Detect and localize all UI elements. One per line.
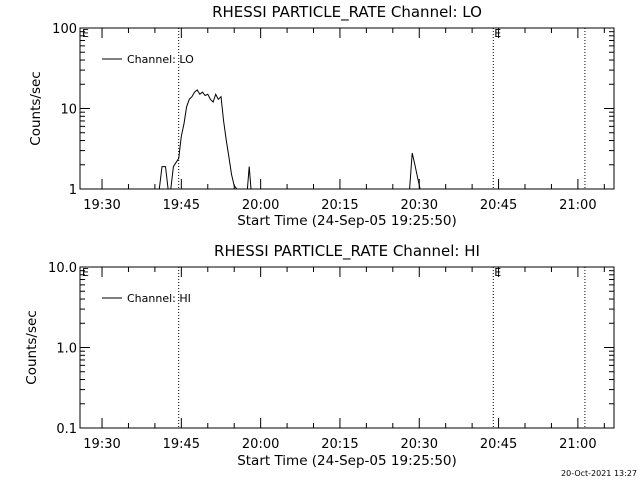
x-axis-label: Start Time (24-Sep-05 19:25:50) [237, 453, 457, 469]
chart-title: RHESSI PARTICLE_RATE Channel: LO [212, 3, 482, 22]
x-tick-label: 21:00 [559, 437, 596, 452]
series-line-segment [158, 166, 169, 190]
x-tick-label: 20:00 [242, 437, 279, 452]
series-line-segment [246, 166, 252, 190]
corner-marker-label: E [82, 27, 89, 40]
chart-panel-1: RHESSI PARTICLE_RATE Channel: LO 1 10 100 19… [28, 3, 615, 229]
chart-panel-2: RHESSI PARTICLE_RATE Channel: HI 0.1 1.0 10… [24, 242, 615, 469]
time-marker-label: E [494, 27, 501, 40]
y-axis-label: Counts/sec [24, 310, 40, 384]
chart-title: RHESSI PARTICLE_RATE Channel: HI [214, 242, 480, 261]
corner-marker-label: E [82, 266, 89, 279]
y-axis-label: Counts/sec [28, 71, 44, 145]
y-tick-label: 0.1 [56, 422, 77, 437]
y-tick-label: 10.0 [48, 261, 77, 276]
x-tick-label: 19:30 [83, 198, 120, 213]
y-tick-label: 100 [52, 22, 77, 37]
y-tick-label: 1 [69, 183, 77, 198]
x-tick-label: 20:00 [242, 198, 279, 213]
x-tick-label: 20:45 [480, 437, 517, 452]
x-tick-label: 20:30 [401, 437, 438, 452]
series-line-segment [170, 89, 238, 190]
x-tick-label: 19:30 [83, 437, 120, 452]
x-tick-label: 21:00 [559, 198, 596, 213]
x-tick-label: 20:15 [321, 198, 358, 213]
legend-label: Channel: LO [127, 53, 194, 66]
x-tick-label: 19:45 [163, 437, 200, 452]
x-tick-label: 20:45 [480, 198, 517, 213]
x-axis-label: Start Time (24-Sep-05 19:25:50) [237, 213, 457, 229]
footer-timestamp: 20-Oct-2021 13:27 [561, 469, 637, 478]
legend-label: Channel: HI [127, 292, 191, 305]
x-tick-label: 20:30 [401, 198, 438, 213]
x-tick-label: 20:15 [321, 437, 358, 452]
time-marker-label: E [494, 266, 501, 279]
series-line-segment [409, 152, 421, 190]
x-tick-label: 19:45 [163, 198, 200, 213]
y-tick-label: 10 [60, 103, 77, 118]
y-tick-label: 1.0 [56, 342, 77, 357]
